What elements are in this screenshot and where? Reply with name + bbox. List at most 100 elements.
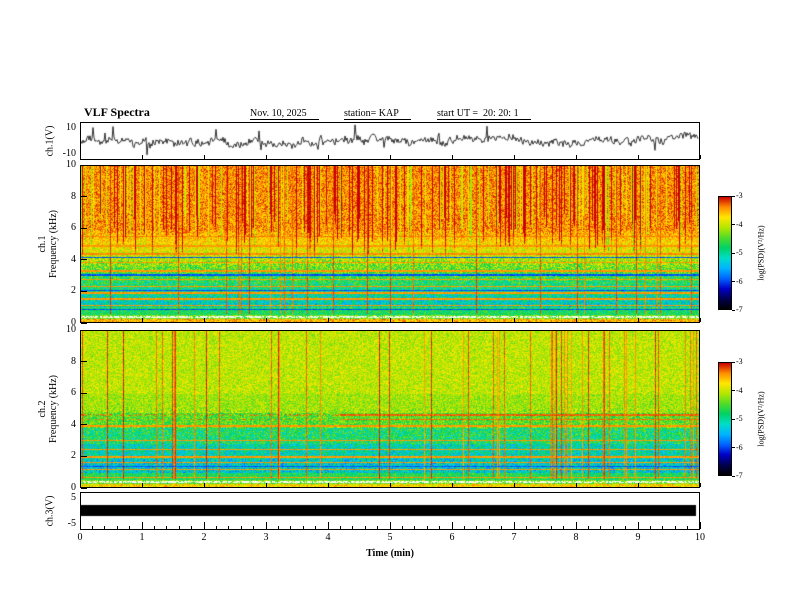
y-axis-tick xyxy=(81,329,87,331)
panel-x-tick xyxy=(141,318,143,322)
x-axis-minor-tick xyxy=(352,526,354,529)
colorbar-tick xyxy=(732,309,735,311)
x-axis-minor-tick xyxy=(215,526,217,529)
ch2-frequency-units-label: Frequency (kHz) xyxy=(48,374,59,444)
date-label: Nov. 10, 2025 xyxy=(250,108,319,120)
ch3v-ytick-bottom: -5 xyxy=(67,518,76,529)
colorbar-tick xyxy=(732,195,735,197)
x-axis-minor-tick xyxy=(91,526,93,529)
panel-x-tick xyxy=(637,318,639,322)
x-axis-minor-tick xyxy=(600,526,602,529)
x-axis-minor-tick xyxy=(339,526,341,529)
x-axis-major-tick xyxy=(327,522,329,529)
y-axis-tick xyxy=(81,290,87,292)
x-axis-minor-tick xyxy=(687,526,689,529)
x-axis-tick-label: 2 xyxy=(201,532,207,543)
colorbar-tick-label: -5 xyxy=(736,248,743,257)
x-axis-minor-tick xyxy=(129,526,131,529)
colorbar-tick xyxy=(732,361,735,363)
x-axis-title: Time (min) xyxy=(366,548,414,559)
ch2-frequency-axis-label: ch.2 Frequency (kHz) xyxy=(37,375,59,443)
x-axis-tick-label: 7 xyxy=(511,532,517,543)
x-axis-tick-label: 9 xyxy=(635,532,641,543)
x-axis-major-tick xyxy=(265,522,267,529)
plot-title: VLF Spectra xyxy=(84,105,150,119)
colorbar-tick-label: -5 xyxy=(736,414,743,423)
panel-x-tick xyxy=(265,483,267,487)
x-axis-minor-tick xyxy=(587,526,589,529)
ch1-spectrogram-panel xyxy=(80,165,700,323)
panel-x-tick xyxy=(327,155,329,159)
x-axis-major-tick xyxy=(637,522,639,529)
panel-x-tick xyxy=(265,318,267,322)
panel-x-tick xyxy=(513,318,515,322)
x-axis-minor-tick xyxy=(178,526,180,529)
y-axis-tick xyxy=(81,196,87,198)
x-axis-minor-tick xyxy=(104,526,106,529)
x-axis-minor-tick xyxy=(166,526,168,529)
x-axis-minor-tick xyxy=(240,526,242,529)
x-axis-minor-tick xyxy=(501,526,503,529)
ch1-frequency-axis-label: ch.1 Frequency (kHz) xyxy=(37,210,59,278)
x-axis-minor-tick xyxy=(674,526,676,529)
y-axis-tick-label: 10 xyxy=(66,324,76,335)
x-axis-tick-label: 3 xyxy=(263,532,269,543)
x-axis-minor-tick xyxy=(439,526,441,529)
panel-x-tick xyxy=(575,155,577,159)
ch1v-ytick-top: 10 xyxy=(66,122,76,133)
y-axis-tick xyxy=(81,259,87,261)
x-axis-minor-tick xyxy=(625,526,627,529)
colorbar2-axis-label: log(PSD)(V²/Hz) xyxy=(756,391,766,447)
colorbar-ch2 xyxy=(718,362,732,476)
panel-x-tick xyxy=(203,483,205,487)
y-axis-tick-label: 4 xyxy=(71,253,76,265)
x-axis-tick-label: 8 xyxy=(573,532,579,543)
y-axis-tick-label: 0 xyxy=(71,317,76,328)
x-axis-minor-tick xyxy=(116,526,118,529)
x-axis-major-tick xyxy=(389,522,391,529)
station-label: station= KAP xyxy=(344,108,411,120)
y-axis-tick-label: 2 xyxy=(71,450,76,462)
colorbar-tick-label: -7 xyxy=(736,305,743,314)
x-axis-major-tick xyxy=(575,522,577,529)
x-axis-minor-tick xyxy=(414,526,416,529)
y-axis-tick-label: 0 xyxy=(71,482,76,493)
x-axis-minor-tick xyxy=(253,526,255,529)
panel-x-tick xyxy=(203,155,205,159)
x-axis-tick-label: 1 xyxy=(139,532,145,543)
y-axis-tick xyxy=(81,361,87,363)
colorbar1-axis-label: log(PSD)(V²/Hz) xyxy=(756,225,766,281)
colorbar-tick-label: -7 xyxy=(736,471,743,480)
x-axis-minor-tick xyxy=(228,526,230,529)
x-axis-minor-tick xyxy=(315,526,317,529)
y-axis-tick xyxy=(81,424,87,426)
y-axis-tick xyxy=(81,227,87,229)
panel-x-tick xyxy=(637,483,639,487)
y-axis-tick xyxy=(81,455,87,457)
y-axis-tick xyxy=(81,487,87,489)
x-axis-major-tick xyxy=(699,522,701,529)
panel-x-tick xyxy=(265,155,267,159)
panel-x-tick xyxy=(699,155,701,159)
panel-x-tick xyxy=(141,483,143,487)
x-axis-major-tick xyxy=(141,522,143,529)
x-axis-major-tick xyxy=(513,522,515,529)
x-axis-tick-label: 0 xyxy=(77,532,83,543)
panel-x-tick xyxy=(451,155,453,159)
x-axis-tick-label: 4 xyxy=(325,532,331,543)
x-axis-minor-tick xyxy=(290,526,292,529)
x-axis-minor-tick xyxy=(302,526,304,529)
colorbar-tick-label: -3 xyxy=(736,191,743,200)
colorbar-tick xyxy=(732,418,735,420)
panel-x-tick xyxy=(327,318,329,322)
y-axis-tick xyxy=(81,164,87,166)
start-ut-label: start UT = 20: 20: 1 xyxy=(437,108,531,120)
ch1-voltage-axis-label: ch.1(V) xyxy=(44,125,56,157)
x-axis-minor-tick xyxy=(476,526,478,529)
ch1-voltage-panel xyxy=(80,122,700,160)
panel-x-tick xyxy=(451,483,453,487)
panel-x-tick xyxy=(79,483,81,487)
panel-x-tick xyxy=(389,483,391,487)
colorbar-ch1 xyxy=(718,196,732,310)
ch3v-ytick-top: 5 xyxy=(71,492,76,503)
